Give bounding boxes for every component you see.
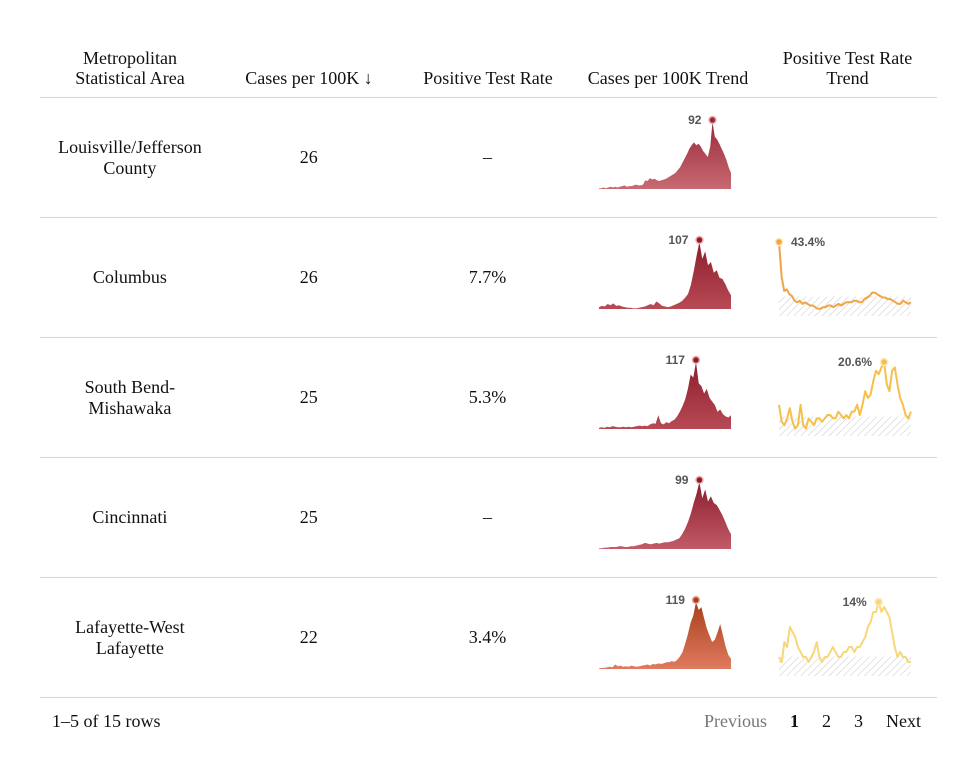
msa-name: Columbus <box>92 267 167 287</box>
ptr-peak-marker <box>880 357 889 367</box>
cases-value: 25 <box>299 507 318 527</box>
ptr-reference-band <box>779 296 912 316</box>
msa-name: Lafayette-West Lafayette <box>75 616 185 658</box>
cases-peak-label: 92 <box>689 113 703 127</box>
cases-sparkline: 119 <box>577 578 757 697</box>
ptr-trend-line <box>778 601 912 663</box>
ptr-sparkline: 20.6% <box>757 338 937 457</box>
ptr-peak-marker <box>774 237 784 247</box>
table-row: Columbus 26 7.7% 107 43.4% <box>40 218 937 338</box>
ptr-sparkline: 14% <box>757 578 937 697</box>
table-row: South Bend-Mishawaka 25 5.3% 117 20.6% <box>40 338 937 458</box>
ptr-peak-label: 20.6% <box>838 355 872 369</box>
cases-value: 26 <box>299 147 318 167</box>
header-msa[interactable]: Metropolitan Statistical Area <box>75 48 185 88</box>
msa-name: South Bend-Mishawaka <box>84 376 176 418</box>
pagination: Previous 1 2 3 Next <box>704 711 937 732</box>
ptr-value: 5.3% <box>468 387 507 407</box>
cases-sparkline: 107 <box>577 218 757 337</box>
cases-sparkline: 117 <box>577 338 757 457</box>
cases-sparkline-svg: 92 <box>599 113 732 189</box>
header-positive-test-rate[interactable]: Positive Test Rate <box>423 68 553 88</box>
cases-sparkline-svg: 119 <box>599 593 732 669</box>
cases-peak-label: 117 <box>666 353 686 367</box>
ptr-trend-line <box>778 361 913 430</box>
cases-peak-marker <box>708 115 718 125</box>
cases-peak-marker <box>695 235 705 245</box>
ptr-sparkline-svg: 20.6% <box>778 355 913 436</box>
msa-name: Louisville/Jefferson County <box>58 136 202 178</box>
cases-trend-area <box>599 362 732 429</box>
cases-sparkline: 99 <box>577 458 757 577</box>
previous-button[interactable]: Previous <box>704 710 767 731</box>
table-row: Louisville/Jefferson County 26 – 92 <box>40 98 937 218</box>
data-table: Metropolitan Statistical Area Cases per … <box>40 40 937 698</box>
ptr-value: 7.7% <box>468 267 507 287</box>
ptr-sparkline <box>757 458 937 577</box>
msa-name: Cincinnati <box>92 507 168 527</box>
header-cases[interactable]: Cases per 100K ↓ <box>245 68 373 88</box>
cases-peak-label: 99 <box>675 473 689 487</box>
cases-trend-area <box>599 482 732 549</box>
cases-sparkline-svg: 117 <box>599 353 732 429</box>
cases-value: 25 <box>299 387 318 407</box>
next-button[interactable]: Next <box>886 710 921 731</box>
ptr-peak-label: 43.4% <box>791 235 825 249</box>
ptr-value: 3.4% <box>468 627 507 647</box>
ptr-value: – <box>483 147 492 167</box>
page-1-button[interactable]: 1 <box>790 710 799 731</box>
header-cases-trend: Cases per 100K Trend <box>587 68 749 88</box>
ptr-peak-label: 14% <box>843 595 867 609</box>
table-footer: 1–5 of 15 rows Previous 1 2 3 Next <box>40 698 937 744</box>
ptr-value: – <box>483 507 492 527</box>
cases-trend-area <box>599 242 732 309</box>
ptr-sparkline-svg: 14% <box>778 595 912 676</box>
ptr-sparkline-svg: 43.4% <box>774 235 912 316</box>
table-row: Cincinnati 25 – 99 <box>40 458 937 578</box>
ptr-sparkline <box>757 98 937 217</box>
cases-peak-marker <box>695 475 705 485</box>
cases-peak-label: 107 <box>669 233 689 247</box>
table-row: Lafayette-West Lafayette 22 3.4% 119 14% <box>40 578 937 698</box>
row-count: 1–5 of 15 rows <box>52 710 161 731</box>
cases-peak-label: 119 <box>666 593 686 607</box>
cases-trend-area <box>599 122 732 189</box>
page-2-button[interactable]: 2 <box>822 710 831 731</box>
cases-value: 22 <box>299 627 318 647</box>
cases-sparkline: 92 <box>577 98 757 217</box>
page-3-button[interactable]: 3 <box>854 710 863 731</box>
cases-value: 26 <box>299 267 318 287</box>
cases-peak-marker <box>692 595 701 605</box>
ptr-peak-marker <box>874 597 884 607</box>
cases-trend-area <box>599 602 732 669</box>
cases-peak-marker <box>692 355 701 365</box>
cases-sparkline-svg: 107 <box>599 233 732 309</box>
ptr-reference-band <box>779 656 912 676</box>
ptr-sparkline: 43.4% <box>757 218 937 337</box>
ptr-trend-line <box>778 241 912 310</box>
cases-sparkline-svg: 99 <box>599 473 732 549</box>
table-header: Metropolitan Statistical Area Cases per … <box>40 40 937 98</box>
header-ptr-trend: Positive Test Rate Trend <box>782 48 913 88</box>
